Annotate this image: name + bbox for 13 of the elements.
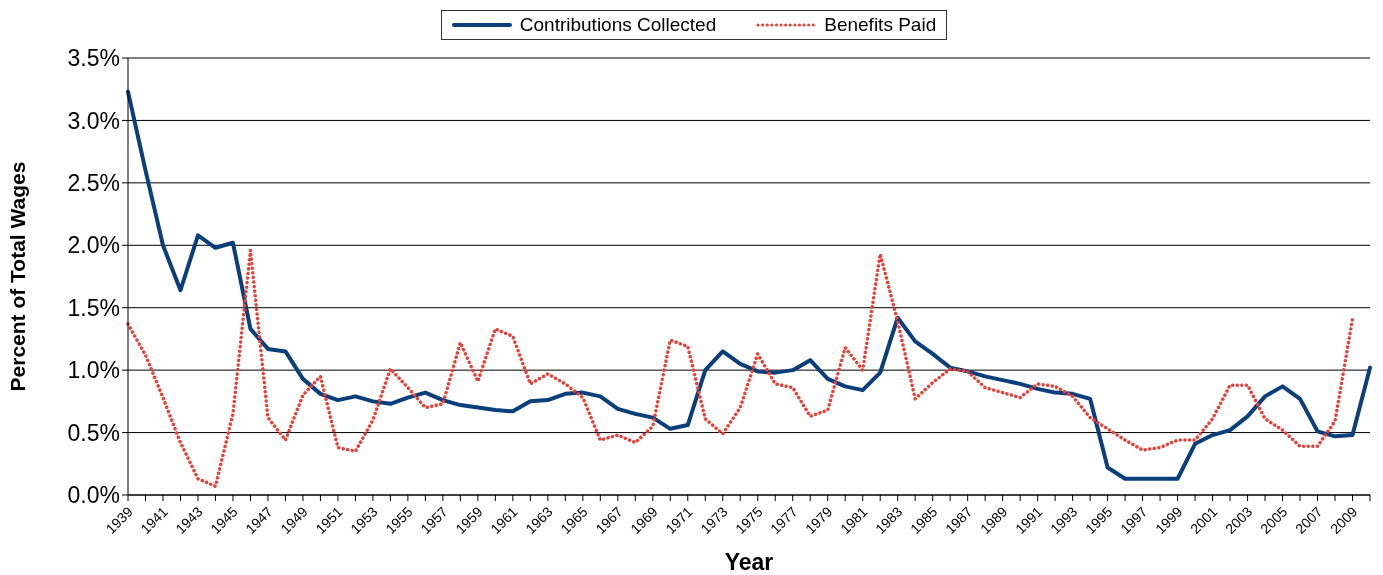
line-series — [126, 248, 1355, 489]
x-axis-title: Year — [724, 549, 774, 575]
y-tick-label: 0.5% — [67, 419, 120, 446]
y-axis-title: Percent of Total Wages — [6, 161, 30, 392]
y-tick-label: 3.0% — [67, 107, 120, 134]
y-tick-label: 1.5% — [67, 294, 120, 321]
y-tick-label: 2.0% — [67, 232, 120, 259]
y-tick-label: 3.5% — [67, 45, 120, 72]
legend-label: Benefits Paid — [823, 14, 937, 36]
y-tick-label: 1.0% — [67, 357, 120, 384]
legend-label: Contributions Collected — [518, 14, 717, 36]
y-tick-label: 0.0% — [67, 482, 120, 509]
y-tick-label: 2.5% — [67, 170, 120, 197]
